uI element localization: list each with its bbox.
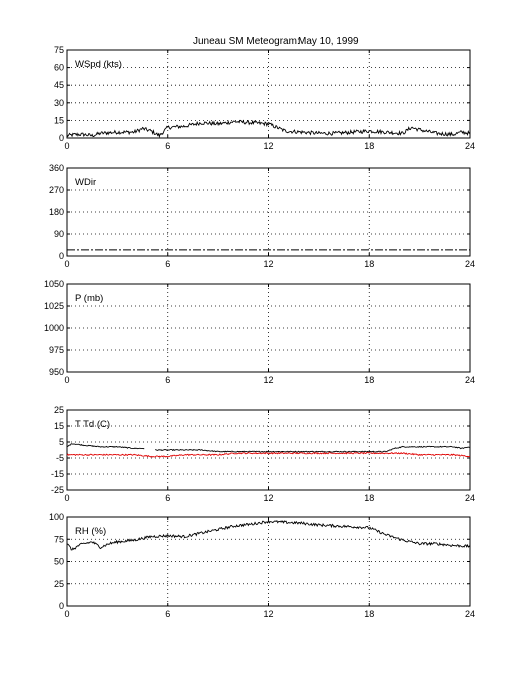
y-tick-label: -5 (56, 453, 64, 463)
series-line-1 (66, 451, 471, 458)
chart-panel-1: 0 6 12 18 24 0 90 180 270 360 WDir (49, 163, 475, 269)
y-tick-label: 15 (54, 421, 64, 431)
panel-label: WDir (75, 177, 96, 188)
y-tick-label: 0 (59, 601, 64, 611)
y-tick-label: 50 (54, 557, 64, 567)
y-tick-label: 1000 (44, 323, 64, 333)
x-tick-label: 6 (165, 609, 170, 619)
x-tick-label: 24 (465, 259, 475, 269)
y-tick-label: 25 (54, 405, 64, 415)
x-tick-label: 6 (165, 141, 170, 151)
x-tick-label: 0 (64, 493, 69, 503)
panel-label: RH (%) (75, 526, 106, 537)
series-line-0 (66, 519, 471, 551)
y-tick-label: 975 (49, 345, 64, 355)
x-tick-label: 0 (64, 259, 69, 269)
y-tick-label: 75 (54, 534, 64, 544)
y-tick-label: 180 (49, 207, 64, 217)
y-tick-label: 45 (54, 80, 64, 90)
x-tick-label: 18 (364, 609, 374, 619)
x-tick-label: 12 (263, 375, 273, 385)
x-tick-label: 18 (364, 259, 374, 269)
chart-panel-4: 0 6 12 18 24 0 25 50 75 100 RH (%) (49, 512, 475, 619)
panel-label: WSpd (kts) (75, 59, 122, 70)
y-tick-label: 1025 (44, 301, 64, 311)
y-tick-label: 90 (54, 229, 64, 239)
x-tick-label: 6 (165, 493, 170, 503)
y-tick-label: 75 (54, 45, 64, 55)
x-tick-label: 0 (64, 609, 69, 619)
y-tick-label: 0 (59, 251, 64, 261)
x-tick-label: 24 (465, 493, 475, 503)
y-tick-label: 1050 (44, 279, 64, 289)
y-tick-label: 270 (49, 185, 64, 195)
series-line-0 (66, 119, 471, 139)
x-tick-label: 18 (364, 141, 374, 151)
x-tick-label: 6 (165, 375, 170, 385)
y-tick-label: 950 (49, 367, 64, 377)
figure-date: May 10, 1999 (298, 36, 359, 47)
y-tick-label: -15 (51, 469, 64, 479)
y-tick-label: 25 (54, 579, 64, 589)
y-tick-label: 60 (54, 63, 64, 73)
x-tick-label: 12 (263, 609, 273, 619)
chart-panel-2: 0 6 12 18 24 950 975 1000 1025 1050 P (mb) (44, 279, 475, 385)
x-tick-label: 6 (165, 259, 170, 269)
x-tick-label: 12 (263, 259, 273, 269)
y-tick-label: 0 (59, 133, 64, 143)
x-tick-label: 0 (64, 141, 69, 151)
y-tick-label: 100 (49, 512, 64, 522)
chart-panel-3: 0 6 12 18 24 -25 -15 -5 5 15 25 T Td (C) (51, 405, 475, 503)
x-tick-label: 0 (64, 375, 69, 385)
y-tick-label: 360 (49, 163, 64, 173)
x-tick-label: 12 (263, 141, 273, 151)
x-tick-label: 24 (465, 141, 475, 151)
panel-label: T Td (C) (75, 419, 110, 430)
panel-label: P (mb) (75, 293, 103, 304)
x-tick-label: 18 (364, 493, 374, 503)
y-tick-label: 5 (59, 437, 64, 447)
y-tick-label: -25 (51, 485, 64, 495)
chart-panel-0: 0 6 12 18 24 0 15 30 45 60 75 WSpd (kts) (54, 45, 475, 151)
x-tick-label: 24 (465, 609, 475, 619)
figure-title: Juneau SM Meteogram: (193, 36, 300, 47)
x-tick-label: 24 (465, 375, 475, 385)
x-tick-label: 18 (364, 375, 374, 385)
y-tick-label: 30 (54, 98, 64, 108)
x-tick-label: 12 (263, 493, 273, 503)
series-line-0 (66, 443, 471, 453)
y-tick-label: 15 (54, 115, 64, 125)
